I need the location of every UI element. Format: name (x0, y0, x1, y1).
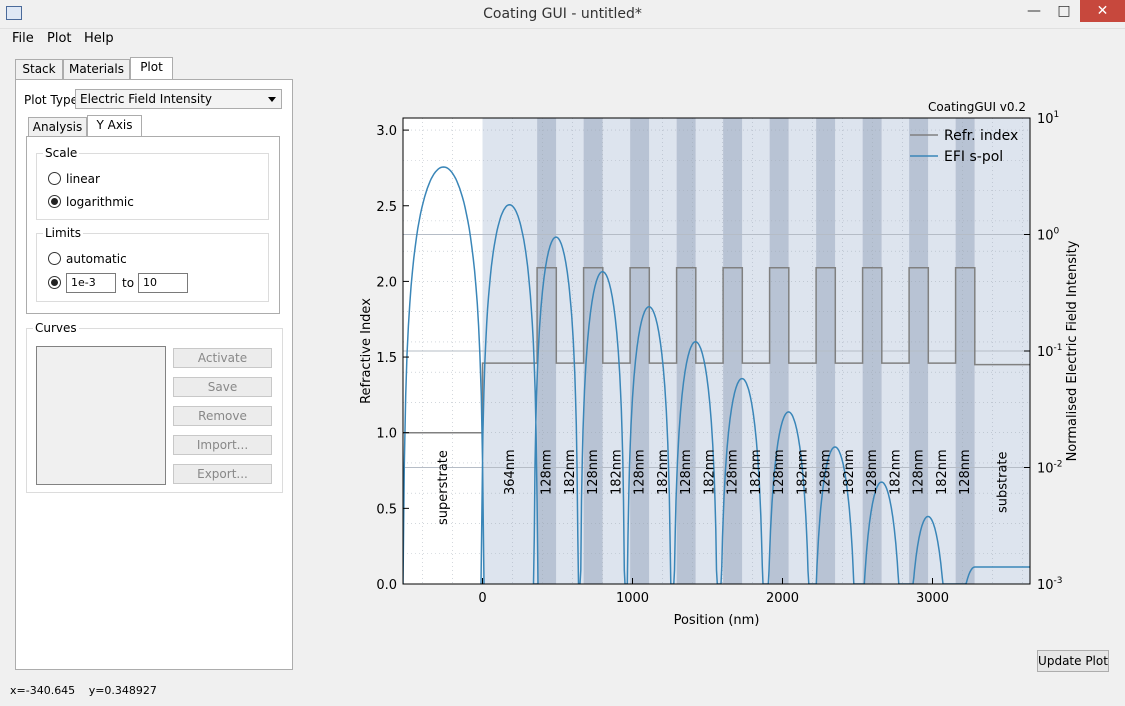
y-tick-label: 0.5 (376, 502, 397, 517)
y2-tick-label: 10-1 (1037, 343, 1063, 360)
y2-tick-label: 10-3 (1037, 576, 1063, 593)
x-tick-label: 3000 (916, 591, 949, 606)
export-button[interactable]: Export... (173, 464, 272, 484)
x-tick-label: 1000 (616, 591, 649, 606)
y-tick-label: 1.0 (376, 427, 397, 442)
scale-group-title: Scale (43, 146, 80, 160)
y-tick-label: 2.5 (376, 200, 397, 215)
scale-logarithmic-radio[interactable] (48, 195, 61, 208)
refractive-index-line (403, 267, 1030, 434)
tab-materials[interactable]: Materials (63, 59, 130, 79)
limits-group: Limits automatic 1e-3 to 10 (36, 226, 269, 302)
scale-linear-radio[interactable] (48, 172, 61, 185)
save-button[interactable]: Save (173, 377, 272, 397)
layer-label: 128nm (726, 449, 741, 495)
update-plot-button[interactable]: Update Plot (1037, 650, 1109, 672)
layer-label: 128nm (772, 449, 787, 495)
x-tick-label: 0 (478, 591, 486, 606)
y-axis-tab-content: Scale linear logarithmic Limits automati… (26, 136, 280, 314)
close-button[interactable]: ✕ (1080, 0, 1125, 22)
remove-button[interactable]: Remove (173, 406, 272, 426)
limits-group-title: Limits (43, 226, 83, 240)
layer-label: 128nm (633, 449, 648, 495)
y2-tick-label: 100 (1037, 227, 1060, 244)
layer-label: superstrate (436, 450, 451, 525)
activate-button[interactable]: Activate (173, 348, 272, 368)
window-title: Coating GUI - untitled* (483, 6, 642, 22)
layer-label: 182nm (609, 449, 624, 495)
curves-group: Curves Activate Save Remove Import... Ex… (26, 321, 283, 493)
layer-label: 128nm (586, 449, 601, 495)
layer-label: 128nm (912, 449, 927, 495)
menu-help[interactable]: Help (84, 31, 114, 46)
scale-logarithmic-label: logarithmic (66, 195, 134, 209)
y-tick-label: 2.0 (376, 275, 397, 290)
maximize-button[interactable]: □ (1057, 3, 1071, 19)
layer-label: 128nm (679, 449, 694, 495)
y2-tick-label: 101 (1037, 110, 1059, 127)
title-bar: Coating GUI - untitled* — □ ✕ (0, 0, 1125, 29)
legend-efi-label: EFI s-pol (944, 149, 1003, 165)
tab-analysis[interactable]: Analysis (28, 117, 87, 137)
efi-chart[interactable]: superstrate 364nm 128nm 182nm 128nm 182nm 128n… (340, 95, 1100, 635)
layer-label: 128nm (865, 449, 880, 495)
tab-y-axis[interactable]: Y Axis (87, 115, 142, 137)
layer-label: 128nm (540, 449, 555, 495)
layer-label: 128nm (819, 449, 834, 495)
version-label: CoatingGUI v0.2 (928, 100, 1026, 114)
layer-label: 182nm (749, 449, 764, 495)
y2-tick-label: 10-2 (1037, 460, 1063, 477)
curves-group-title: Curves (33, 321, 79, 335)
limits-automatic-radio[interactable] (48, 252, 61, 265)
scale-linear-label: linear (66, 172, 100, 186)
layer-label: 182nm (702, 449, 717, 495)
limit-max-input[interactable]: 10 (138, 273, 188, 293)
tab-stack[interactable]: Stack (15, 59, 63, 79)
scale-group: Scale linear logarithmic (36, 146, 269, 220)
menu-file[interactable]: File (12, 31, 34, 46)
layer-label: 182nm (563, 449, 578, 495)
status-bar: x=-340.645 y=0.348927 (10, 684, 157, 697)
plot-type-label: Plot Type (24, 93, 78, 107)
plot-type-value: Electric Field Intensity (80, 92, 213, 106)
cursor-y-readout: y=0.348927 (88, 684, 157, 697)
efi-s-pol-line (403, 166, 1030, 584)
plot-settings-panel: Plot Type Electric Field Intensity Analy… (15, 79, 293, 670)
layer-label: 364nm (503, 449, 518, 495)
layer-label: substrate (995, 451, 1010, 513)
limit-min-input[interactable]: 1e-3 (66, 273, 116, 293)
minimize-button[interactable]: — (1027, 3, 1041, 19)
menu-bar: File Plot Help (0, 29, 1125, 49)
layer-label: 182nm (795, 449, 810, 495)
plot-type-select[interactable]: Electric Field Intensity (75, 89, 282, 109)
import-button[interactable]: Import... (173, 435, 272, 455)
layer-label: 182nm (656, 449, 671, 495)
y-tick-label: 1.5 (376, 351, 397, 366)
limits-to-label: to (122, 276, 135, 290)
layer-label: 182nm (935, 449, 950, 495)
x-axis-label: Position (nm) (674, 613, 760, 628)
y-tick-label: 3.0 (376, 124, 397, 139)
x-tick-label: 2000 (766, 591, 799, 606)
layer-label: 182nm (888, 449, 903, 495)
menu-plot[interactable]: Plot (47, 31, 72, 46)
y-axis-label: Refractive Index (359, 298, 374, 404)
legend-index-label: Refr. index (944, 128, 1018, 144)
chevron-down-icon (268, 97, 276, 102)
app-icon (6, 6, 22, 20)
curves-list[interactable] (36, 346, 166, 485)
y-tick-label: 0.0 (376, 578, 397, 593)
layer-label: 182nm (842, 449, 857, 495)
limits-automatic-label: automatic (66, 252, 127, 266)
tab-plot[interactable]: Plot (130, 57, 173, 79)
y2-axis-label: Normalised Electric Field Intensity (1065, 240, 1080, 461)
layer-label: 128nm (958, 449, 973, 495)
limits-manual-radio[interactable] (48, 276, 61, 289)
cursor-x-readout: x=-340.645 (10, 684, 76, 697)
